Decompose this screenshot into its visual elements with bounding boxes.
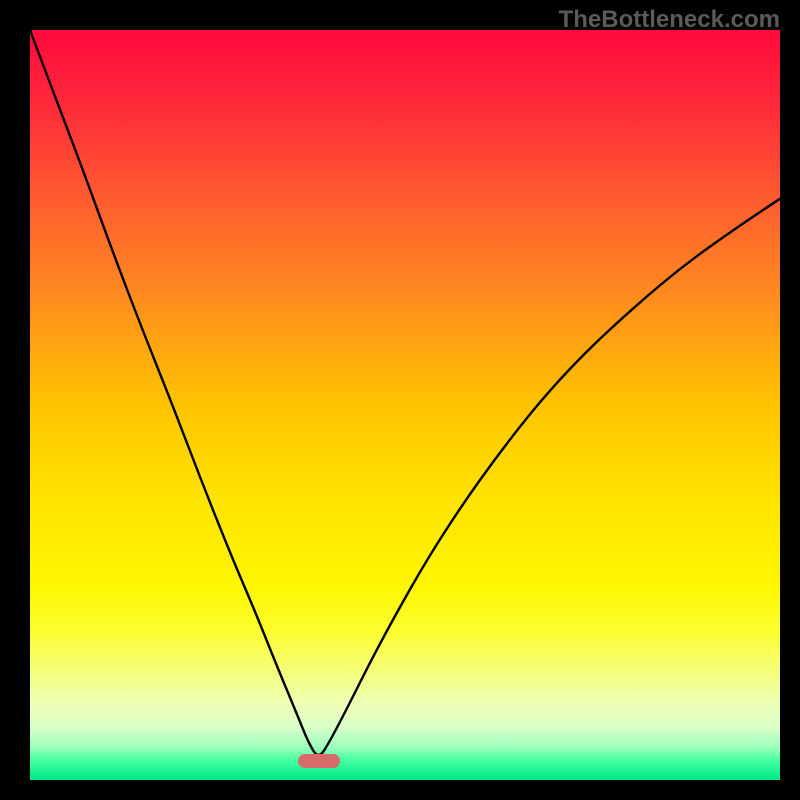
watermark-text: TheBottleneck.com [559, 6, 780, 34]
plot-area [30, 30, 780, 780]
bottleneck-curve [30, 30, 780, 780]
optimum-marker [298, 754, 340, 768]
